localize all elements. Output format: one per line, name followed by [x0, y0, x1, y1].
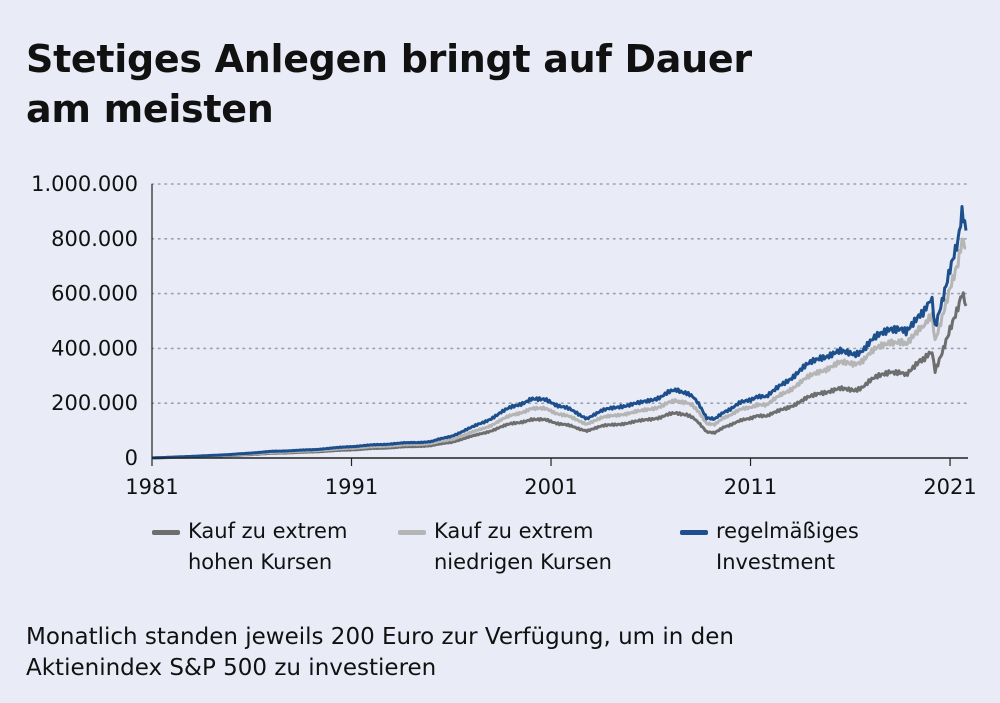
chart-title: Stetiges Anlegen bringt auf Dauer am mei…: [26, 34, 926, 134]
x-tick-label: 2001: [524, 475, 577, 499]
legend-swatch-low: [398, 530, 426, 535]
y-tick-label: 600.000: [51, 282, 138, 306]
legend-label-high-line-2: hohen Kursen: [188, 550, 333, 574]
y-tick-label: 0: [125, 446, 138, 470]
series-lines: [151, 205, 968, 460]
x-tick-label: 1991: [325, 475, 378, 499]
y-axis-ticks: 0 200.000 400.000 600.000 800.000 1.000.000: [31, 172, 138, 470]
x-tick-label: 1981: [125, 475, 178, 499]
y-tick-label: 400.000: [51, 336, 138, 360]
footnote: Monatlich standen jeweils 200 Euro zur V…: [26, 622, 946, 684]
y-tick-label: 1.000.000: [31, 172, 138, 196]
chart-title-line-1: Stetiges Anlegen bringt auf Dauer: [26, 37, 752, 81]
y-tick-label: 200.000: [51, 391, 138, 415]
footnote-line-1: Monatlich standen jeweils 200 Euro zur V…: [26, 624, 734, 650]
legend-swatch-high: [152, 530, 180, 535]
legend: Kauf zu extrem hohen Kursen Kauf zu extr…: [0, 516, 1000, 586]
footnote-line-2: Aktienindex S&P 500 zu investieren: [26, 655, 437, 681]
x-tick-label: 2021: [923, 475, 976, 499]
y-tick-label: 800.000: [51, 227, 138, 251]
grid-lines: [151, 183, 969, 405]
legend-label-regular-line-2: Investment: [716, 550, 835, 574]
axes: [151, 184, 968, 459]
x-axis-ticks: 1981 1991 2001 2011 2021: [125, 458, 977, 499]
series-line-0: [151, 291, 968, 460]
legend-swatch-regular: [680, 530, 708, 535]
legend-label-high-line-1: Kauf zu extrem: [188, 519, 348, 543]
x-tick-label: 2011: [724, 475, 777, 499]
legend-label-regular-line-1: regelmäßiges: [716, 519, 859, 543]
legend-label-low-line-1: Kauf zu extrem: [434, 519, 594, 543]
legend-label-low-line-2: niedrigen Kursen: [434, 550, 612, 574]
line-chart: 0 200.000 400.000 600.000 800.000 1.000.000 1…: [31, 172, 977, 499]
chart-title-line-2: am meisten: [26, 87, 274, 131]
series-line-2: [151, 205, 968, 460]
